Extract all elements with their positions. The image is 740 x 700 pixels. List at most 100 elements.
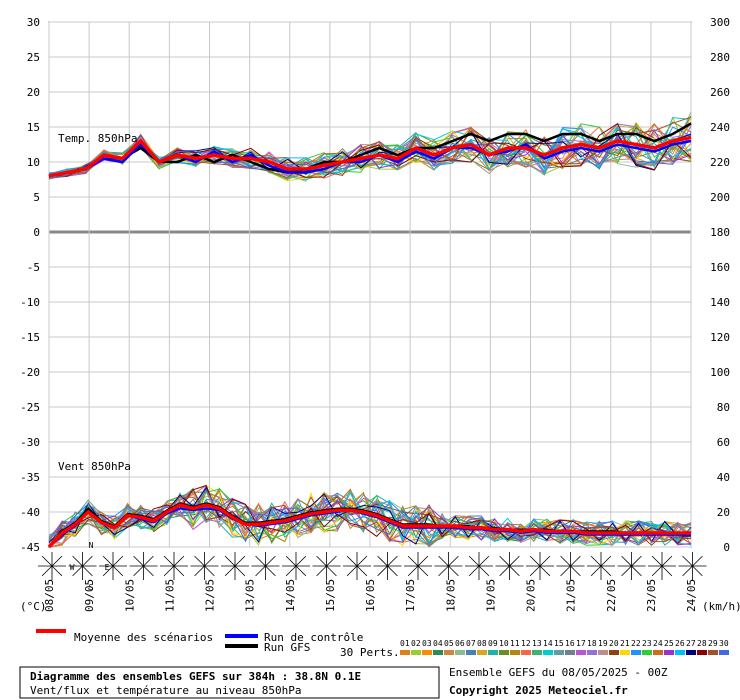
- pert-id-label: 07: [466, 639, 476, 648]
- wind-rose: [526, 552, 554, 580]
- pert-swatch: [433, 650, 443, 655]
- compass-letter: E: [105, 563, 110, 572]
- date-label: 09/05: [83, 579, 96, 612]
- right-tick-label: 100: [710, 366, 730, 379]
- date-label: 14/05: [284, 579, 297, 612]
- title-box: [19, 666, 440, 699]
- right-tick-label: 220: [710, 156, 730, 169]
- pert-id-label: 17: [576, 639, 586, 648]
- rose-spoke: [438, 555, 459, 577]
- date-label: 22/05: [605, 579, 618, 612]
- right-tick-label: 300: [710, 16, 730, 29]
- right-tick-label: 80: [717, 401, 730, 414]
- rose-spoke: [468, 555, 490, 577]
- pert-id-label: 03: [422, 639, 432, 648]
- pert-swatch: [532, 650, 542, 655]
- pert-swatch: [422, 650, 432, 655]
- right-tick-label: 0: [723, 541, 730, 554]
- pert-swatch: [411, 650, 421, 655]
- rose-spoke: [285, 555, 307, 577]
- pert-id-label: 10: [499, 639, 509, 648]
- left-tick-label: -15: [20, 331, 40, 344]
- legend-mean-label: Moyenne des scénarios: [74, 631, 213, 644]
- wind-rose: [556, 552, 586, 580]
- pert-id-label: 09: [488, 639, 498, 648]
- pert-id-label: 12: [521, 639, 531, 648]
- rose-spoke: [133, 555, 154, 577]
- left-tick-label: 20: [27, 86, 40, 99]
- wind-rose: [99, 552, 127, 582]
- wind-rose: [495, 552, 524, 580]
- main-series-lines: [47, 122, 692, 549]
- pert-id-label: 25: [664, 639, 674, 648]
- wind-rose: [251, 552, 280, 580]
- date-label: 24/05: [685, 579, 698, 612]
- legend-gfs-label: Run GFS: [264, 641, 310, 654]
- rose-spoke: [41, 555, 63, 577]
- legend-control-label: Run de contrôle: [264, 631, 363, 644]
- pert-id-label: 26: [675, 639, 685, 648]
- pert-swatch: [620, 650, 630, 655]
- pert-swatch: [675, 650, 685, 655]
- pert-id-label: 11: [510, 639, 520, 648]
- right-tick-label: 180: [710, 226, 730, 239]
- pert-swatch: [697, 650, 707, 655]
- date-labels: 08/05 09/05 10/05 11/05 12/05 13/05 14/05 15/05…: [43, 579, 698, 612]
- pert-swatch: [400, 650, 410, 655]
- date-label: 19/05: [484, 579, 497, 612]
- pert-swatch: [631, 650, 641, 655]
- pert-id-label: 24: [653, 639, 663, 648]
- wind-rose: [343, 552, 371, 580]
- pert-swatch: [708, 650, 718, 655]
- date-label: 18/05: [444, 579, 457, 612]
- mean-wind-line: [47, 503, 691, 549]
- pert-id-label: 08: [477, 639, 487, 648]
- right-tick-label: 120: [710, 331, 730, 344]
- wind-roses: N S E W: [38, 541, 707, 592]
- date-label: 16/05: [364, 579, 377, 612]
- pert-swatch: [499, 650, 509, 655]
- left-tick-label: -5: [27, 261, 40, 274]
- rose-spoke: [163, 555, 185, 577]
- panel-wind-label: Vent 850hPa: [58, 460, 131, 473]
- wind-rose: [38, 552, 66, 580]
- wind-rose: [221, 552, 249, 580]
- wind-rose: [587, 552, 615, 580]
- pert-id-label: 06: [455, 639, 465, 648]
- rose-spoke: [590, 555, 612, 577]
- left-tick-label: -35: [20, 471, 40, 484]
- pert-temp-line: [48, 116, 692, 182]
- pert-id-label: 18: [587, 639, 597, 648]
- left-tick-label: 25: [27, 51, 40, 64]
- pert-swatch: [455, 650, 465, 655]
- pert-swatch: [543, 650, 553, 655]
- rose-spoke: [682, 555, 703, 577]
- pert-id-label: 19: [598, 639, 608, 648]
- wind-rose: [373, 552, 403, 580]
- pert-id-label: 28: [697, 639, 707, 648]
- left-tick-label: -10: [20, 296, 40, 309]
- pert-id-label: 23: [642, 639, 652, 648]
- rose-spoke: [224, 555, 246, 577]
- right-unit-label: (km/h): [702, 600, 740, 613]
- panel-temp-label: Temp. 850hPa: [58, 132, 137, 145]
- copyright: Copyright 2025 Meteociel.fr: [449, 684, 628, 697]
- wind-rose: [678, 552, 707, 580]
- pert-swatch: [521, 650, 531, 655]
- pert-swatch: [565, 650, 575, 655]
- rose-spoke: [316, 555, 337, 577]
- left-tick-label: 10: [27, 156, 40, 169]
- rose-spoke: [651, 555, 673, 577]
- right-tick-label: 20: [717, 506, 730, 519]
- date-label: 17/05: [404, 579, 417, 612]
- pert-id-label: 16: [565, 639, 575, 648]
- pert-id-label: 14: [543, 639, 553, 648]
- date-label: 13/05: [244, 579, 257, 612]
- pert-wind-line: [48, 488, 692, 548]
- legend-perts-label: 30 Perts.: [340, 646, 400, 659]
- chart-grid: [48, 21, 692, 548]
- left-tick-label: -40: [20, 506, 40, 519]
- wind-rose: [404, 552, 432, 580]
- wind-rose: [434, 552, 463, 580]
